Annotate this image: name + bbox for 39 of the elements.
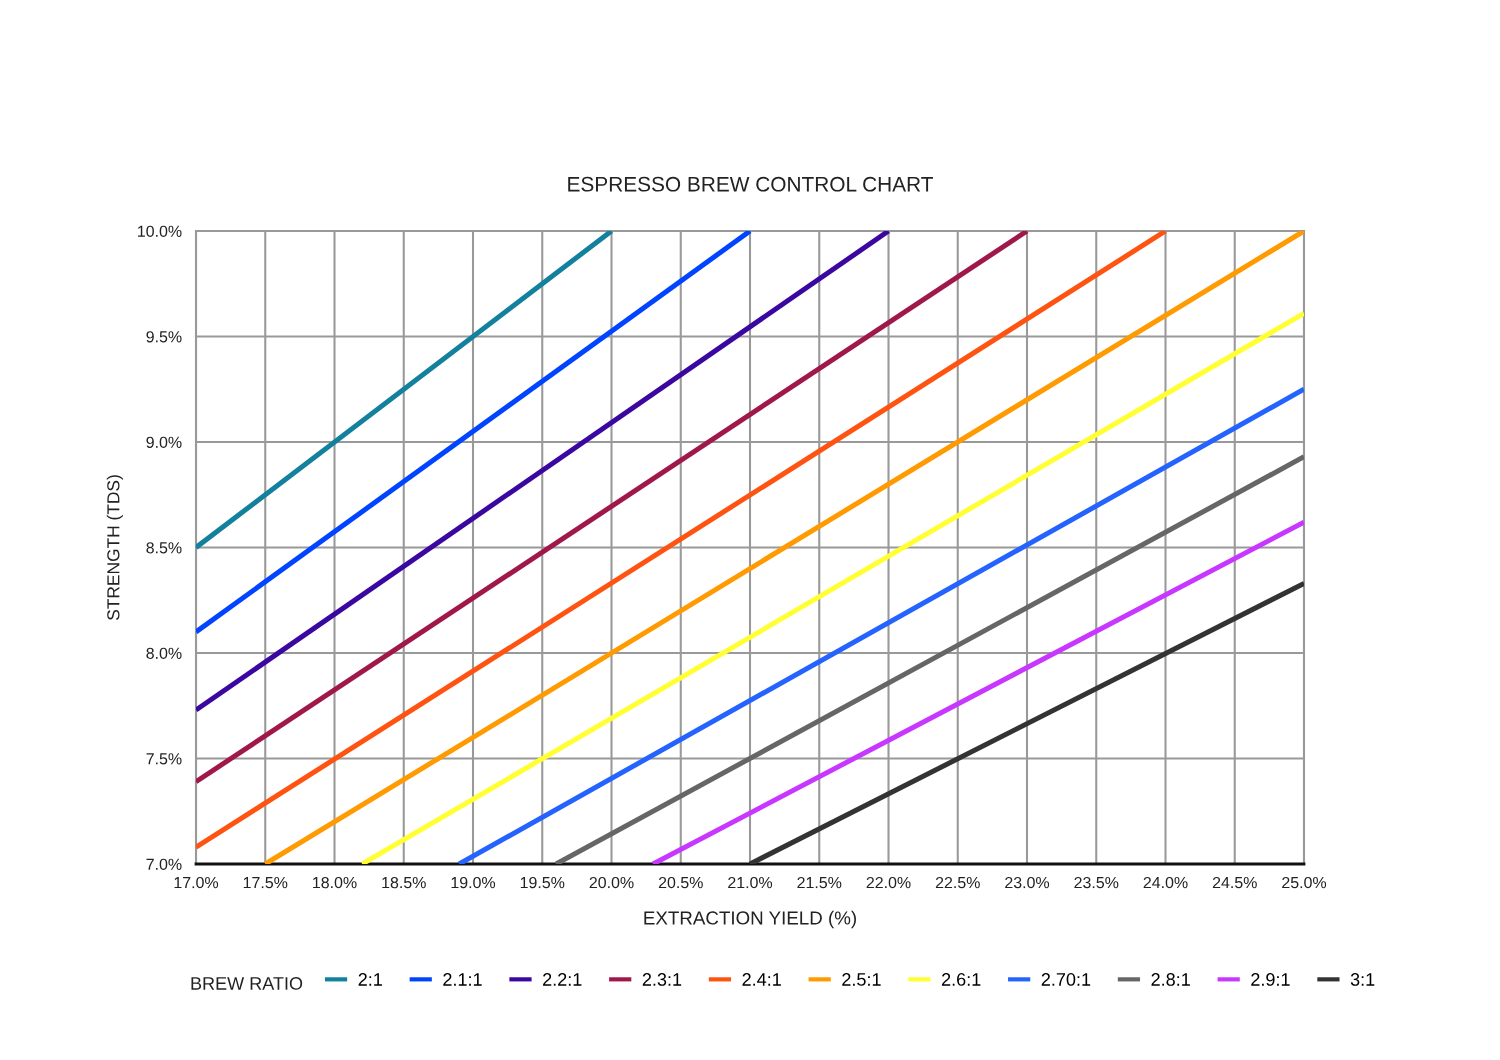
legend-label: 2:1 [358,973,382,986]
legend-label: 2.4:1 [742,973,781,986]
legend-label: 2.2:1 [543,973,582,986]
y-tick-label: 9.0% [146,436,182,448]
x-tick-label: 18.5% [382,876,426,889]
x-tick-label: 21.0% [728,876,773,889]
x-tick-label: 19.5% [520,876,565,889]
legend-label: 2.6:1 [942,973,981,986]
x-tick-label: 24.0% [1143,876,1188,889]
x-tick-label: 17.0% [174,876,219,889]
y-tick-label: 8.0% [146,647,182,659]
x-tick-label: 20.0% [589,876,634,889]
legend-title: BREW RATIO [191,977,303,990]
x-tick-label: 25.0% [1282,876,1327,889]
y-tick-label: 7.0% [146,858,182,870]
legend-label: 2.3:1 [642,973,682,986]
x-axis-title: EXTRACTION YIELD (%) [644,910,856,929]
x-tick-label: 23.0% [1005,876,1050,889]
x-tick-label: 22.0% [866,876,911,889]
legend-label: 2.1:1 [443,973,482,986]
y-tick-label: 8.5% [146,542,182,554]
x-tick-label: 21.5% [797,876,842,889]
x-tick-label: 24.5% [1212,876,1257,889]
y-axis-title: STRENGTH (TDS) [106,475,123,621]
legend-label: 3:1 [1350,973,1375,986]
x-tick-label: 19.0% [451,876,496,889]
x-tick-label: 22.5% [935,876,980,889]
y-tick-label: 9.5% [146,331,182,343]
x-tick-label: 23.5% [1074,876,1119,889]
legend-label: 2.8:1 [1151,973,1190,986]
x-tick-label: 18.0% [313,876,357,889]
y-tick-label: 10.0% [138,225,182,237]
legend-label: 2.5:1 [842,973,881,986]
chart-title: ESPRESSO BREW CONTROL CHART [568,176,933,192]
x-tick-label: 17.5% [243,876,288,889]
legend-label: 2.70:1 [1041,973,1091,986]
y-tick-label: 7.5% [146,753,182,765]
legend-label: 2.9:1 [1251,973,1290,986]
x-tick-label: 20.5% [658,876,703,889]
